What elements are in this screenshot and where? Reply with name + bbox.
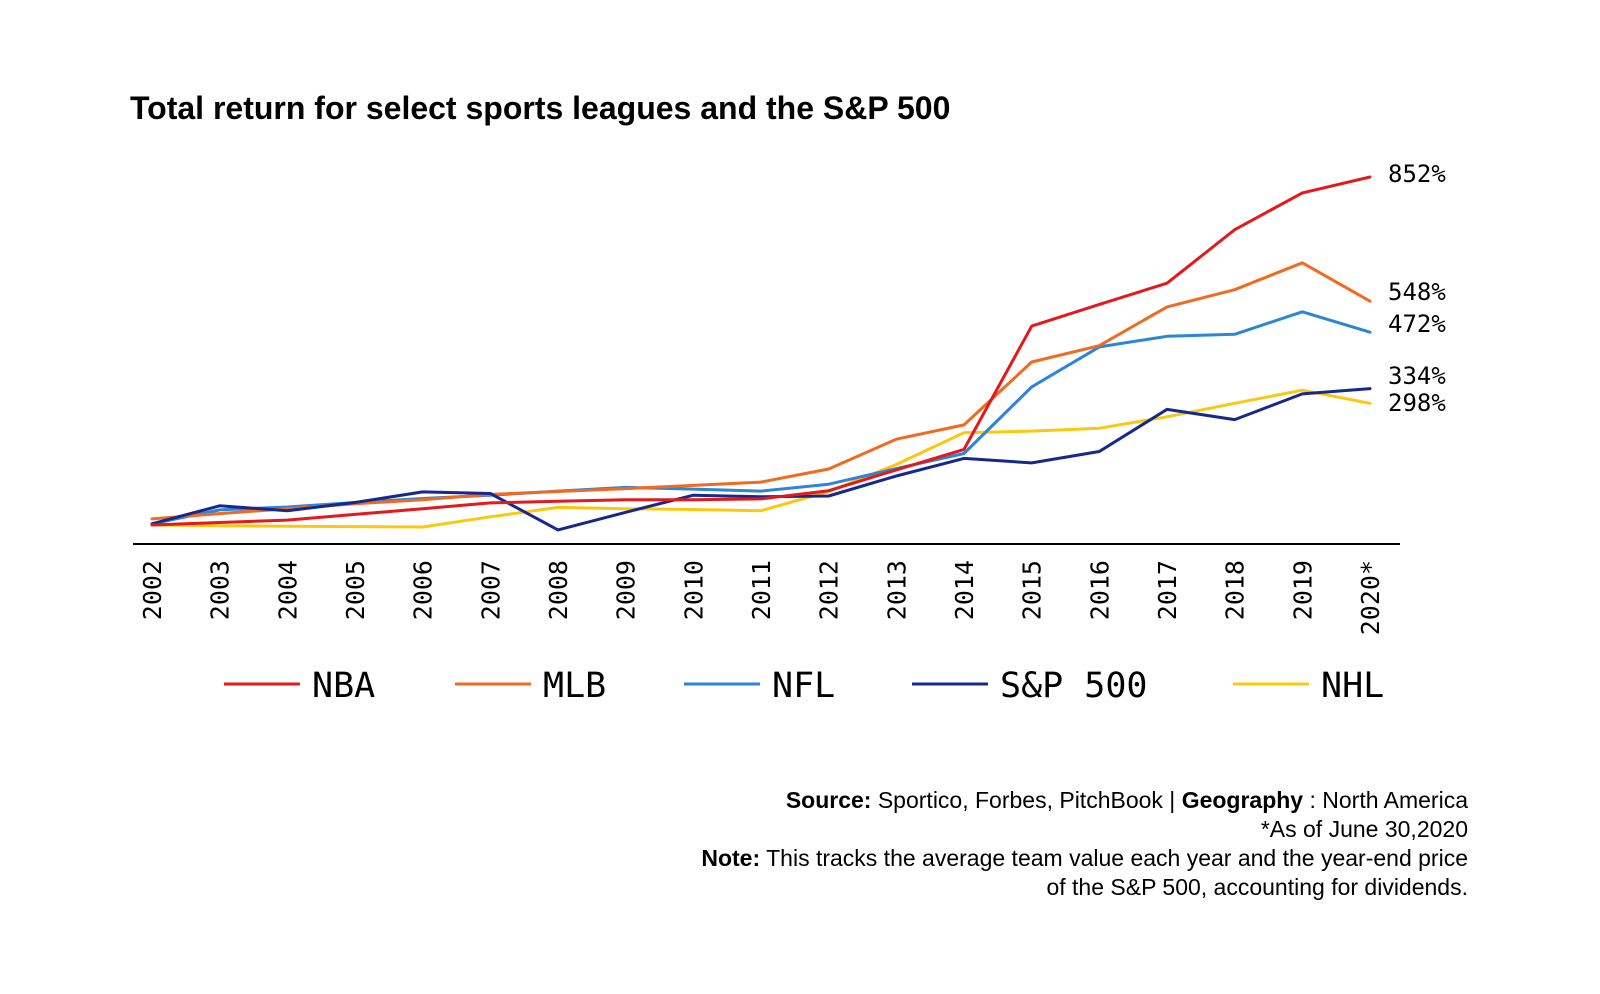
- x-tick-label: 2009: [612, 560, 641, 620]
- note-line: Note: This tracks the average team value…: [701, 844, 1468, 873]
- end-label-mlb: 548%: [1388, 278, 1446, 306]
- series-line-nfl: [150, 310, 1372, 526]
- end-label-nba: 852%: [1388, 160, 1446, 188]
- x-tick-label: 2002: [138, 560, 167, 620]
- legend: NBA MLB NFL S&P 500 NHL: [224, 666, 1384, 706]
- legend-label-s-p-500: S&P 500: [1000, 666, 1148, 706]
- x-tick-label: 2011: [747, 560, 776, 620]
- note-line-2: of the S&P 500, accounting for dividends…: [1046, 874, 1468, 900]
- x-tick-label: 2017: [1153, 560, 1182, 620]
- x-tick-label: 2003: [206, 560, 235, 620]
- x-tick-label: 2014: [950, 560, 979, 620]
- x-tick-label: 2005: [341, 560, 370, 620]
- legend-label-mlb: MLB: [543, 666, 606, 706]
- chart-footer: Source: Sportico, Forbes, PitchBook | Ge…: [701, 786, 1468, 902]
- x-tick-label: 2016: [1085, 560, 1114, 620]
- end-label-s-p-500: 334%: [1388, 362, 1446, 390]
- x-tick-label: 2004: [273, 560, 302, 620]
- legend-label-nba: NBA: [312, 666, 375, 706]
- end-label-nhl: 298%: [1388, 389, 1446, 417]
- x-axis: 2002 2003 2004 2005 2006 2007 2008 2009 2010 2011…: [133, 543, 1400, 635]
- series-lines: [150, 175, 1372, 532]
- end-labels: 852% 548% 472% 334%298%: [1388, 160, 1446, 417]
- x-tick-label: 2018: [1221, 560, 1250, 620]
- series-line-s-p-500: [150, 387, 1372, 532]
- x-tick-label: 2007: [476, 560, 505, 620]
- source-label: Source:: [785, 787, 872, 813]
- x-tick-label: 2015: [1018, 560, 1047, 620]
- source-line: Source: Sportico, Forbes, PitchBook | Ge…: [701, 786, 1468, 815]
- x-tick-label: 2006: [409, 560, 438, 620]
- x-tick-label: 2013: [882, 560, 911, 620]
- legend-label-nfl: NFL: [772, 666, 835, 706]
- x-tick-label: 2012: [815, 560, 844, 620]
- x-tick-label: 2008: [544, 560, 573, 620]
- end-label-nfl: 472%: [1388, 310, 1446, 338]
- note-text: This tracks the average team value each …: [760, 845, 1468, 871]
- source-text: Sportico, Forbes, PitchBook |: [871, 787, 1182, 813]
- x-tick-label: 2019: [1288, 560, 1317, 620]
- chart-title: Total return for select sports leagues a…: [130, 90, 951, 126]
- note-label: Note:: [701, 845, 761, 871]
- as-of-note: *As of June 30,2020: [1260, 816, 1468, 842]
- series-line-nba: [150, 175, 1372, 527]
- legend-label-nhl: NHL: [1321, 666, 1384, 706]
- x-tick-label: 2010: [679, 560, 708, 620]
- x-tick-label: 2020*: [1356, 560, 1385, 635]
- series-line-nhl: [150, 388, 1372, 529]
- geography-label: Geography: [1181, 787, 1304, 813]
- series-line-mlb: [150, 261, 1372, 521]
- geography-text: : North America: [1303, 787, 1468, 813]
